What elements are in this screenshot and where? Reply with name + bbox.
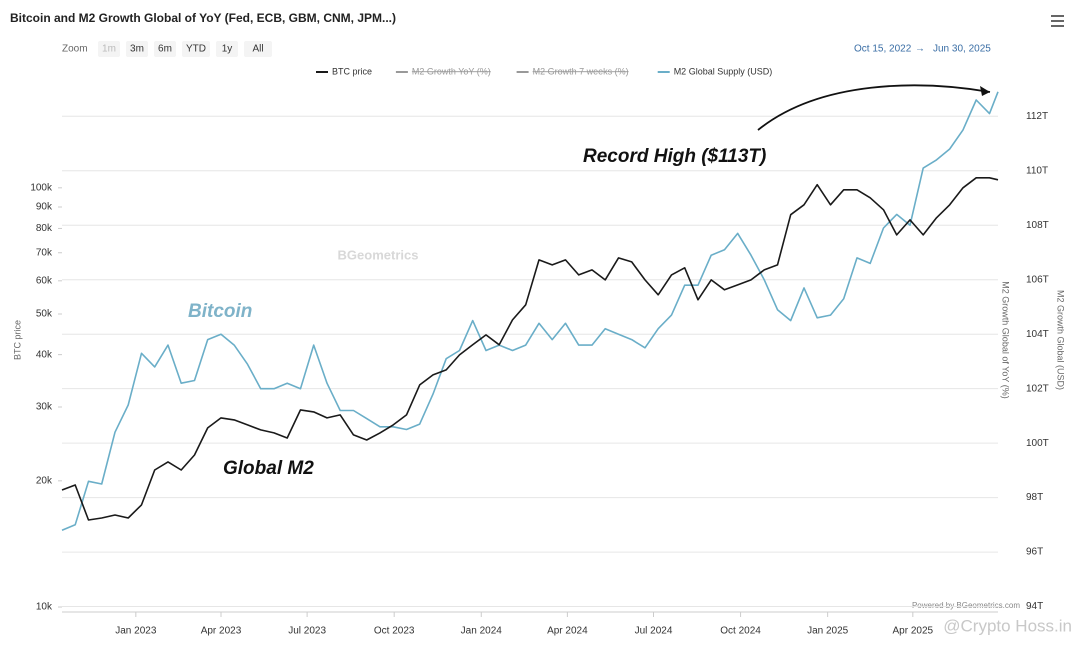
x-tick-label: Jan 2025 (807, 626, 849, 637)
zoom-button[interactable] (126, 41, 148, 57)
zoom-button-label[interactable]: 6m (158, 44, 172, 55)
range-end[interactable]: Jun 30, 2025 (933, 44, 991, 55)
menu-icon[interactable] (1051, 15, 1064, 27)
x-tick-label: Jul 2023 (288, 626, 326, 637)
y2-tick-label: 98T (1026, 492, 1043, 503)
y-tick-label: 40k (36, 349, 53, 360)
chart-title: Bitcoin and M2 Growth Global of YoY (Fed… (10, 11, 396, 25)
y2-tick-label: 102T (1026, 383, 1049, 394)
y2-tick-label: 108T (1026, 220, 1049, 231)
x-tick-label: Jan 2024 (461, 626, 503, 637)
menu-bar (1051, 15, 1064, 17)
zoom-button[interactable] (98, 41, 120, 57)
y2-tick-label: 94T (1026, 601, 1043, 612)
zoom-button-label[interactable]: 3m (130, 44, 144, 55)
legend-label[interactable]: M2 Growth YoY (%) (412, 66, 491, 76)
x-tick-label: Oct 2023 (374, 626, 415, 637)
y-tick-label: 100k (30, 182, 53, 193)
y-tick-label: 20k (36, 475, 53, 486)
zoom-button-label[interactable]: All (252, 44, 263, 55)
arrow-head (980, 86, 990, 96)
series-line (61, 177, 999, 521)
zoom-button[interactable] (154, 41, 176, 57)
range-arrow: → (915, 44, 925, 55)
zoom-button[interactable] (216, 41, 238, 57)
y2-axis-label: M2 Growth Global of YoY (%) (1001, 281, 1011, 398)
x-tick-label: Jan 2023 (115, 626, 157, 637)
legend-label[interactable]: M2 Global Supply (USD) (674, 66, 773, 76)
menu-bar (1051, 20, 1064, 22)
y-tick-label: 90k (36, 202, 53, 213)
x-tick-label: Apr 2025 (893, 626, 934, 637)
credit: Powered by BGeometrics.com (912, 601, 1020, 610)
y2-tick-label: 104T (1026, 329, 1049, 340)
y-tick-label: 60k (36, 275, 53, 286)
y-axis-label: BTC price (12, 320, 22, 360)
y2-tick-label: 110T (1026, 165, 1048, 176)
series-line (61, 91, 999, 532)
y-tick-label: 70k (36, 247, 53, 258)
y2-tick-label: 100T (1026, 438, 1049, 449)
y2-tick-label: 96T (1026, 547, 1043, 558)
y2-tick-label: 106T (1026, 274, 1049, 285)
legend-label[interactable]: M2 Growth 7 weeks (%) (533, 66, 629, 76)
zoom-button[interactable] (244, 41, 272, 57)
y2-tick-label: 112T (1026, 111, 1048, 122)
y2-axis-label: M2 Growth Global (USD) (1056, 290, 1066, 390)
y-tick-label: 10k (36, 602, 53, 613)
x-tick-label: Apr 2024 (547, 626, 588, 637)
menu-bar (1051, 25, 1064, 27)
watermark: BGeometrics (338, 247, 419, 262)
x-tick-label: Oct 2024 (720, 626, 761, 637)
zoom-button-label[interactable]: YTD (186, 44, 206, 55)
legend-label[interactable]: BTC price (332, 66, 372, 76)
x-tick-label: Apr 2023 (201, 626, 242, 637)
annotation: Bitcoin (188, 301, 252, 322)
zoom-button-label[interactable]: 1y (222, 44, 233, 55)
overlay-watermark: @Crypto Hoss.in (943, 616, 1072, 635)
zoom-button-label[interactable]: 1m (102, 44, 116, 55)
annotation: Global M2 (223, 458, 314, 479)
y-tick-label: 30k (36, 402, 53, 413)
zoom-button[interactable] (182, 41, 210, 57)
annotation: Record High ($113T) (583, 146, 766, 167)
zoom-label: Zoom (62, 44, 88, 55)
range-start[interactable]: Oct 15, 2022 (854, 44, 912, 55)
x-tick-label: Jul 2024 (635, 626, 673, 637)
y-tick-label: 50k (36, 309, 53, 320)
y-tick-label: 80k (36, 223, 53, 234)
annotation-arrow (757, 84, 991, 131)
